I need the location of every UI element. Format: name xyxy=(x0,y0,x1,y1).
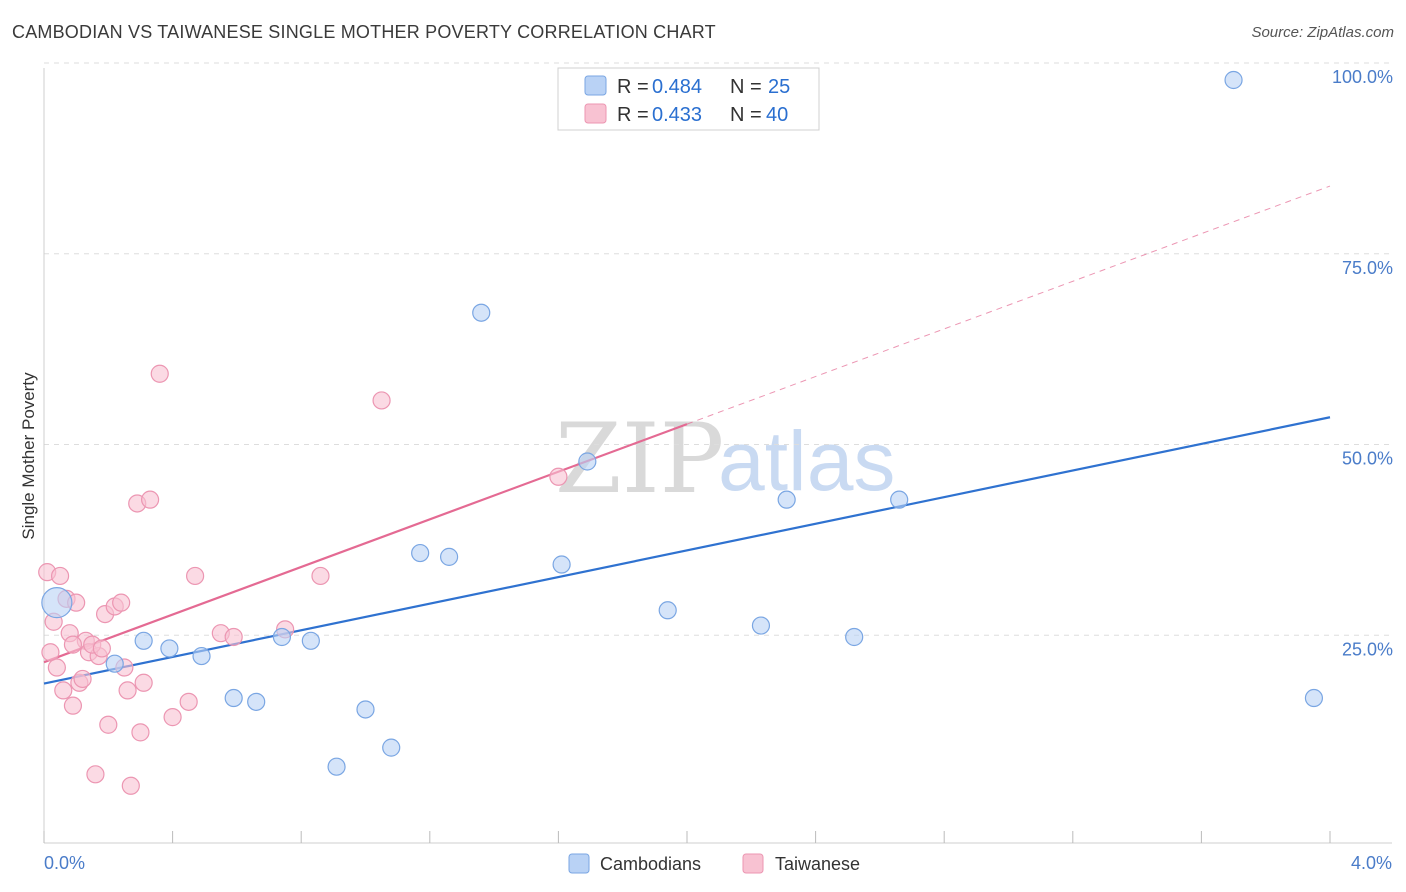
taiwanese-point xyxy=(131,723,150,742)
cambodian-point xyxy=(272,627,292,647)
cambodian-point xyxy=(160,639,179,658)
legend-swatch-taiwanese xyxy=(584,103,607,124)
cambodian-point xyxy=(105,654,124,673)
cambodian-point xyxy=(134,631,153,650)
legend-n-value-taiwanese: 40 xyxy=(766,104,788,126)
series-legend: Cambodians Taiwanese xyxy=(568,853,860,874)
cambodian-point xyxy=(578,452,597,471)
y-tick-label: 50.0% xyxy=(1342,449,1393,469)
taiwanese-point xyxy=(73,669,92,689)
cambodian-point xyxy=(890,490,909,509)
cambodian-point xyxy=(41,587,73,619)
taiwanese-point xyxy=(549,467,568,486)
bottom-legend-swatch-taiwanese xyxy=(742,853,764,874)
taiwanese-point xyxy=(99,715,118,734)
taiwanese-point xyxy=(63,696,83,715)
y-tick-label: 100.0% xyxy=(1332,67,1393,87)
taiwanese-point xyxy=(179,692,198,711)
taiwanese-point xyxy=(47,658,66,677)
x-tick-label-min: 0.0% xyxy=(44,853,85,873)
taiwanese-point xyxy=(372,391,391,410)
chart-title: CAMBODIAN VS TAIWANESE SINGLE MOTHER POV… xyxy=(12,22,716,42)
taiwanese-point xyxy=(186,566,205,586)
taiwanese-point xyxy=(41,643,60,662)
taiwanese-point xyxy=(54,681,73,700)
legend-r-value-taiwanese: 0.433 xyxy=(652,104,702,126)
legend-r-value-cambodians: 0.484 xyxy=(652,76,702,98)
taiwanese-point xyxy=(150,364,169,383)
cambodian-point xyxy=(327,757,346,776)
cambodian-point xyxy=(777,490,796,509)
y-tick-labels: 25.0% 50.0% 75.0% 100.0% xyxy=(1332,67,1393,659)
taiwanese-point xyxy=(140,490,160,509)
stats-legend: R = 0.484 N = 25 R = 0.433 N = 40 xyxy=(557,67,820,131)
cambodian-point xyxy=(247,692,266,711)
taiwanese-trend-extension xyxy=(686,185,1331,425)
legend-n-value-cambodians: 25 xyxy=(768,76,790,98)
cambodian-points xyxy=(41,70,1324,776)
taiwanese-point xyxy=(112,593,131,612)
taiwanese-point xyxy=(86,765,105,784)
taiwanese-point xyxy=(50,566,70,586)
cambodian-point xyxy=(845,627,864,647)
taiwanese-point xyxy=(92,639,111,658)
bottom-legend-cambodians: Cambodians xyxy=(600,854,701,874)
cambodian-point xyxy=(356,700,375,719)
taiwanese-point xyxy=(163,708,182,727)
cambodian-point xyxy=(224,688,243,708)
cambodian-point xyxy=(382,738,401,757)
cambodians-trend-line xyxy=(43,416,1331,685)
taiwanese-point xyxy=(121,776,140,795)
bottom-legend-taiwanese: Taiwanese xyxy=(775,854,860,874)
gridlines xyxy=(44,62,1392,636)
taiwanese-point xyxy=(134,673,153,692)
x-tick-label-max: 4.0% xyxy=(1351,853,1392,873)
taiwanese-point xyxy=(118,681,137,700)
legend-r-label-taiwanese: R = xyxy=(617,104,654,126)
legend-r-label-cambodians: R = xyxy=(617,76,654,98)
cambodian-point xyxy=(472,303,491,322)
taiwanese-point xyxy=(63,635,83,654)
legend-swatch-cambodians xyxy=(584,75,607,96)
taiwanese-point xyxy=(311,566,330,586)
taiwanese-points xyxy=(38,364,568,795)
cambodian-point xyxy=(301,631,320,650)
cambodian-point xyxy=(658,601,677,620)
y-tick-label: 75.0% xyxy=(1342,258,1393,278)
cambodian-point xyxy=(552,555,571,574)
y-tick-label: 25.0% xyxy=(1342,639,1393,659)
cambodian-point xyxy=(192,646,211,666)
legend-n-label-taiwanese: N = xyxy=(730,104,767,126)
y-axis-label: Single Mother Poverty xyxy=(19,372,38,540)
cambodian-point xyxy=(751,616,771,635)
legend-n-label-cambodians: N = xyxy=(730,76,767,98)
cambodian-point xyxy=(1224,70,1243,90)
cambodian-point xyxy=(1304,688,1324,708)
cambodian-point xyxy=(439,547,459,566)
x-tick-marks xyxy=(43,831,1331,843)
watermark-atlas: atlas xyxy=(718,414,895,508)
taiwanese-point xyxy=(224,627,243,647)
bottom-legend-swatch-cambodians xyxy=(568,853,590,874)
cambodian-point xyxy=(411,543,430,563)
source-label: Source: ZipAtlas.com xyxy=(1251,24,1394,41)
